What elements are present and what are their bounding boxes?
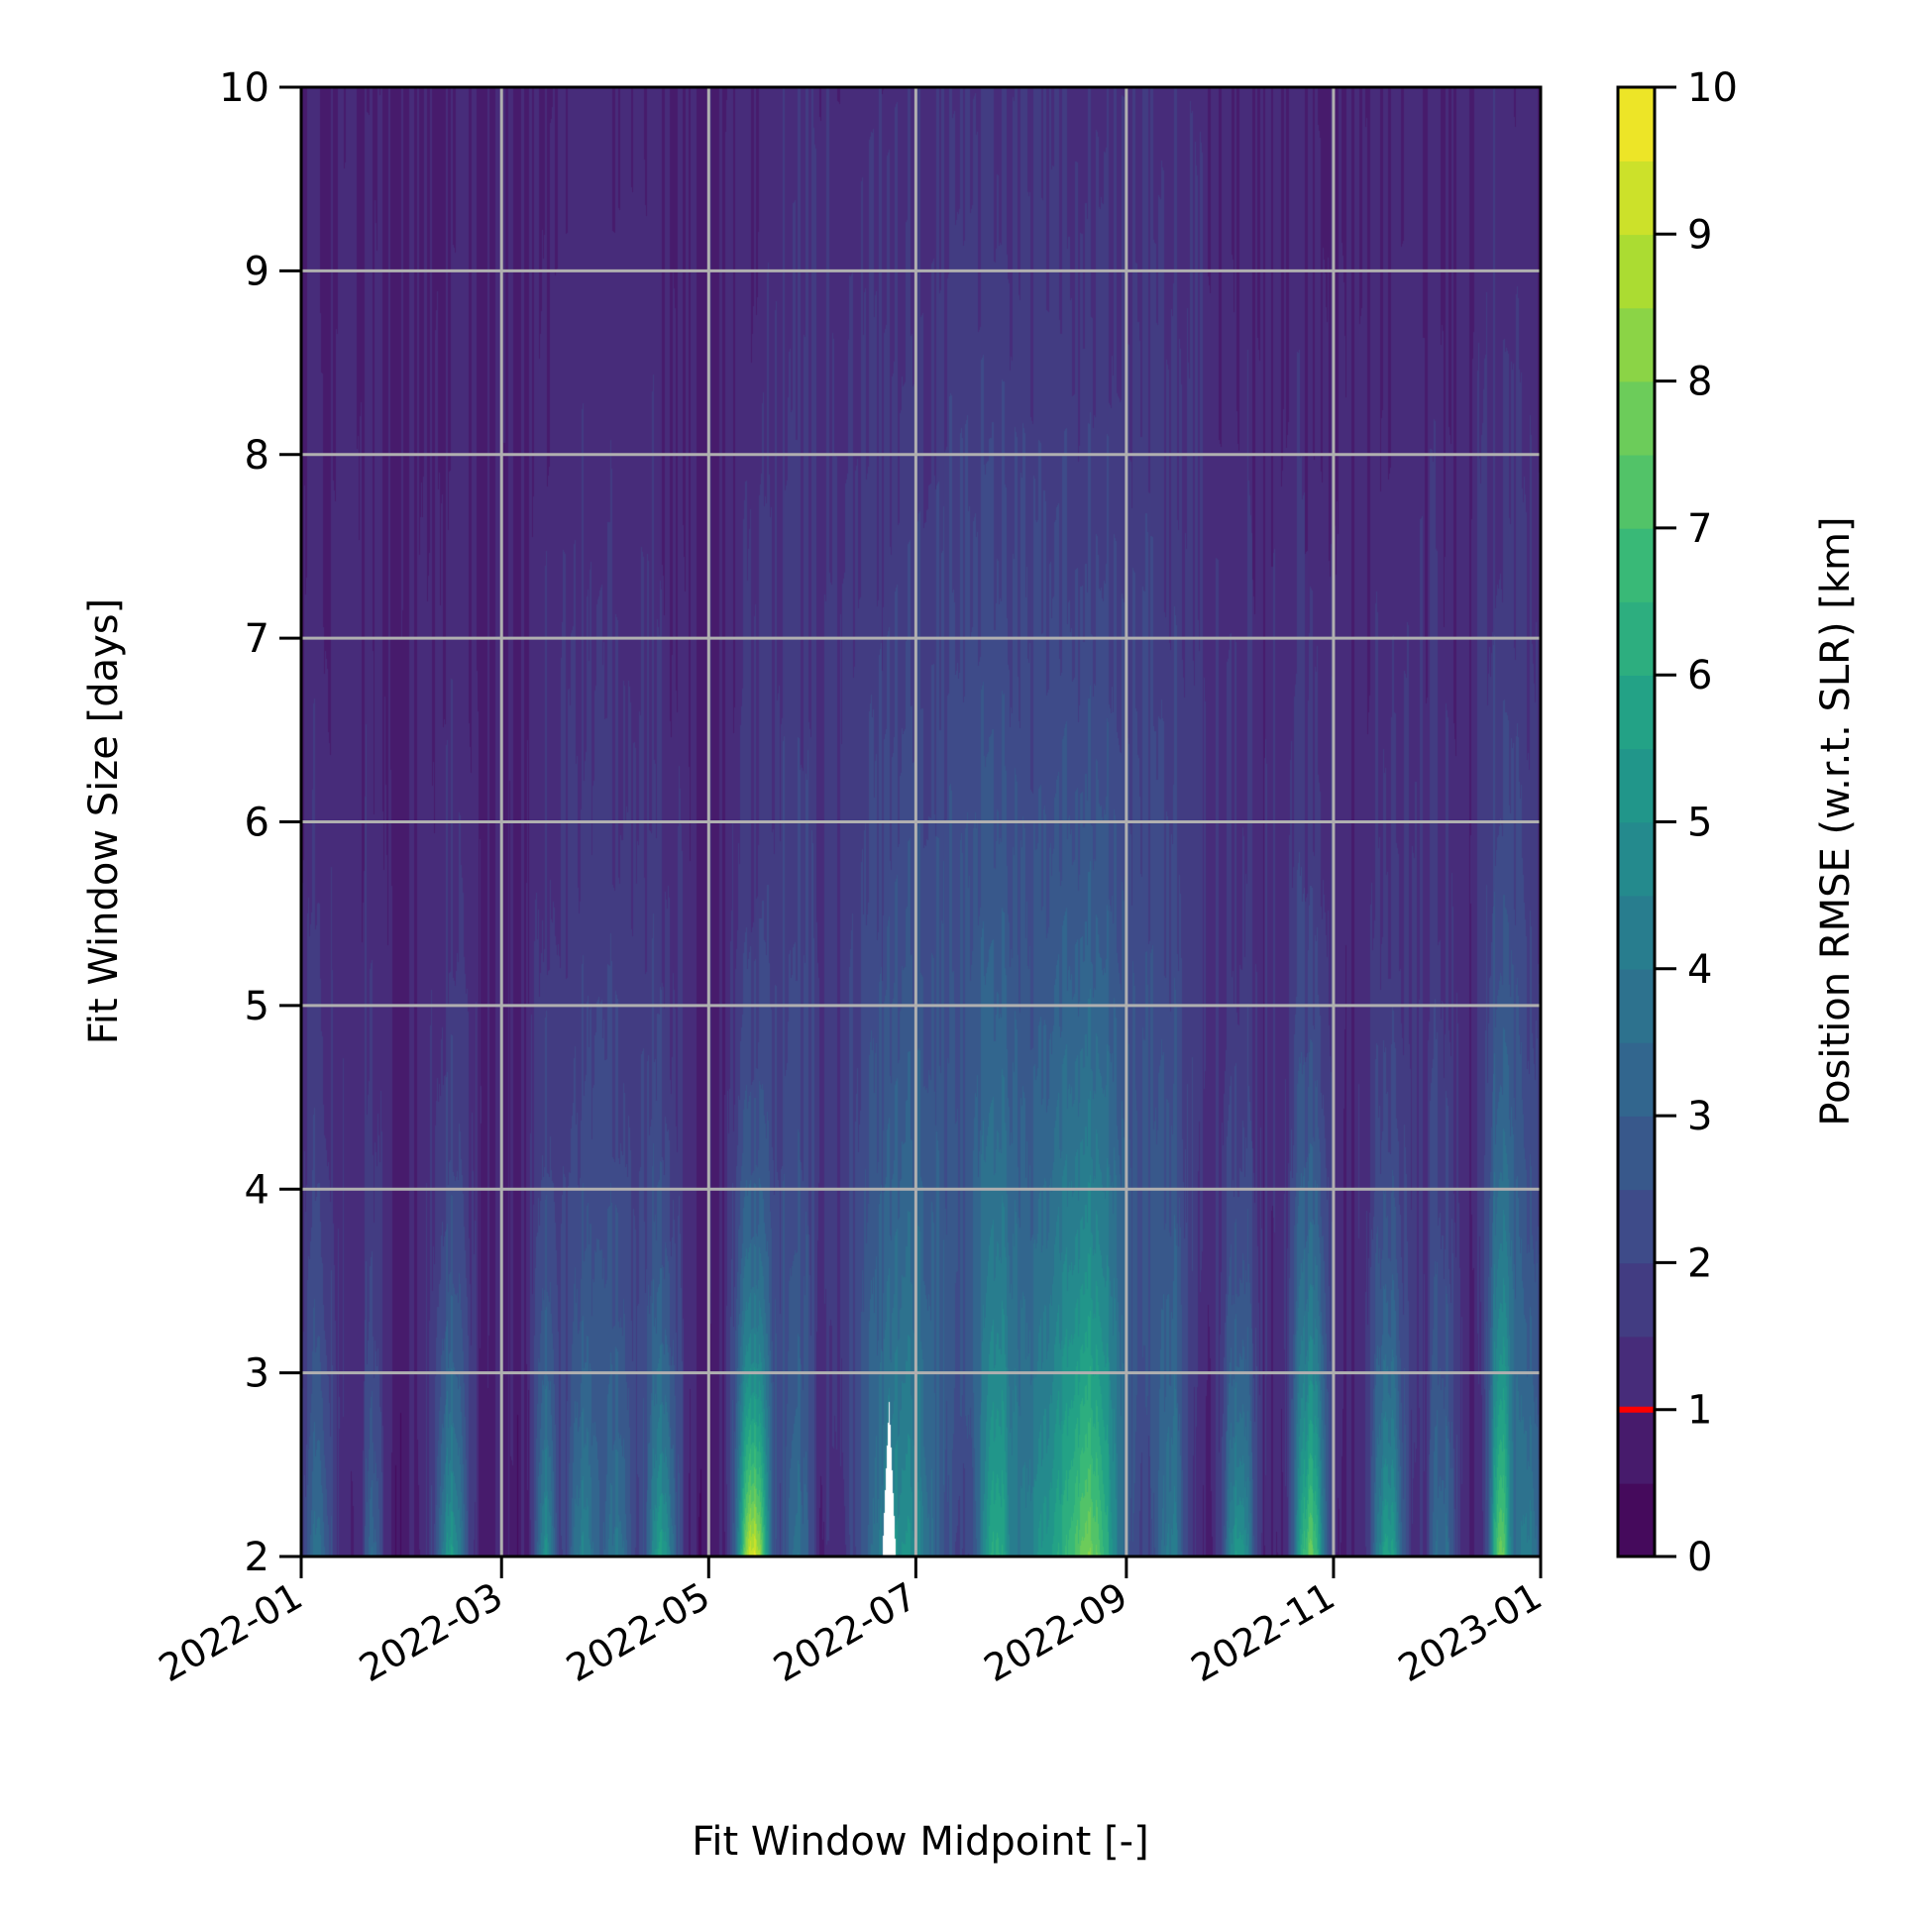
colorbar-level-18 <box>1618 234 1655 309</box>
colorbar-ticks: 0 1 2 3 4 5 6 7 8 9 10 <box>1655 65 1738 1580</box>
y-tick-label-9: 9 <box>245 249 269 294</box>
y-tick-label-8: 8 <box>245 433 269 479</box>
colorbar-tick-label-5: 5 <box>1687 801 1712 846</box>
colorbar-level-12 <box>1618 675 1655 750</box>
x-axis: 2022-01 2022-03 2022-05 2022-07 2022-09 2022-… <box>152 1556 1550 1690</box>
colorbar-level-20 <box>1618 87 1655 161</box>
colorbar-level-5 <box>1618 1189 1655 1264</box>
x-tick-label-2022-03: 2022-03 <box>352 1574 510 1690</box>
colorbar-label: Position RMSE (w.r.t. SLR) [km] <box>1813 516 1859 1126</box>
colorbar-level-1 <box>1618 1482 1655 1557</box>
colorbar-level-9 <box>1618 895 1655 970</box>
colorbar-tick-label-4: 4 <box>1687 947 1712 993</box>
x-tick-label-2023-01: 2023-01 <box>1391 1574 1550 1690</box>
colorbar-level-11 <box>1618 748 1655 823</box>
colorbar-level-17 <box>1618 307 1655 382</box>
colorbar-tick-label-3: 3 <box>1687 1094 1712 1139</box>
y-tick-label-4: 4 <box>245 1167 269 1213</box>
colorbar-level-6 <box>1618 1116 1655 1191</box>
colorbar-tick-label-8: 8 <box>1687 360 1712 405</box>
y-tick-label-7: 7 <box>245 616 269 662</box>
y-axis: 2 3 4 5 6 7 8 9 10 <box>219 65 301 1580</box>
x-tick-label-2022-01: 2022-01 <box>152 1574 310 1690</box>
colorbar-tick-label-0: 0 <box>1687 1535 1712 1580</box>
y-tick-label-5: 5 <box>245 984 269 1029</box>
y-tick-label-3: 3 <box>245 1351 269 1397</box>
x-tick-label-2022-09: 2022-09 <box>977 1574 1135 1690</box>
colorbar-level-19 <box>1618 161 1655 236</box>
colorbar-level-16 <box>1618 380 1655 456</box>
colorbar-tick-label-2: 2 <box>1687 1240 1712 1286</box>
x-tick-label-2022-11: 2022-11 <box>1184 1574 1342 1690</box>
x-tick-label-2022-05: 2022-05 <box>559 1574 717 1690</box>
colorbar-level-10 <box>1618 821 1655 897</box>
x-tick-label-2022-07: 2022-07 <box>766 1574 924 1690</box>
grid <box>301 87 1541 1556</box>
y-tick-label-10: 10 <box>219 65 269 111</box>
colorbar-level-7 <box>1618 1041 1655 1117</box>
colorbar-tick-label-7: 7 <box>1687 506 1712 552</box>
x-axis-label: Fit Window Midpoint [-] <box>692 1819 1148 1865</box>
colorbar-tick-label-9: 9 <box>1687 212 1712 258</box>
y-tick-label-2: 2 <box>245 1535 269 1580</box>
y-axis-label: Fit Window Size [days] <box>81 598 127 1045</box>
colorbar-tick-label-10: 10 <box>1687 65 1738 111</box>
colorbar-level-8 <box>1618 968 1655 1043</box>
y-tick-label-6: 6 <box>245 801 269 846</box>
colorbar <box>1618 87 1655 1557</box>
colorbar-level-2 <box>1618 1409 1655 1484</box>
colorbar-level-14 <box>1618 527 1655 602</box>
colorbar-level-3 <box>1618 1336 1655 1411</box>
colorbar-level-4 <box>1618 1262 1655 1338</box>
colorbar-tick-label-1: 1 <box>1687 1388 1712 1434</box>
colorbar-level-15 <box>1618 454 1655 529</box>
colorbar-level-13 <box>1618 601 1655 676</box>
colorbar-tick-label-6: 6 <box>1687 653 1712 698</box>
